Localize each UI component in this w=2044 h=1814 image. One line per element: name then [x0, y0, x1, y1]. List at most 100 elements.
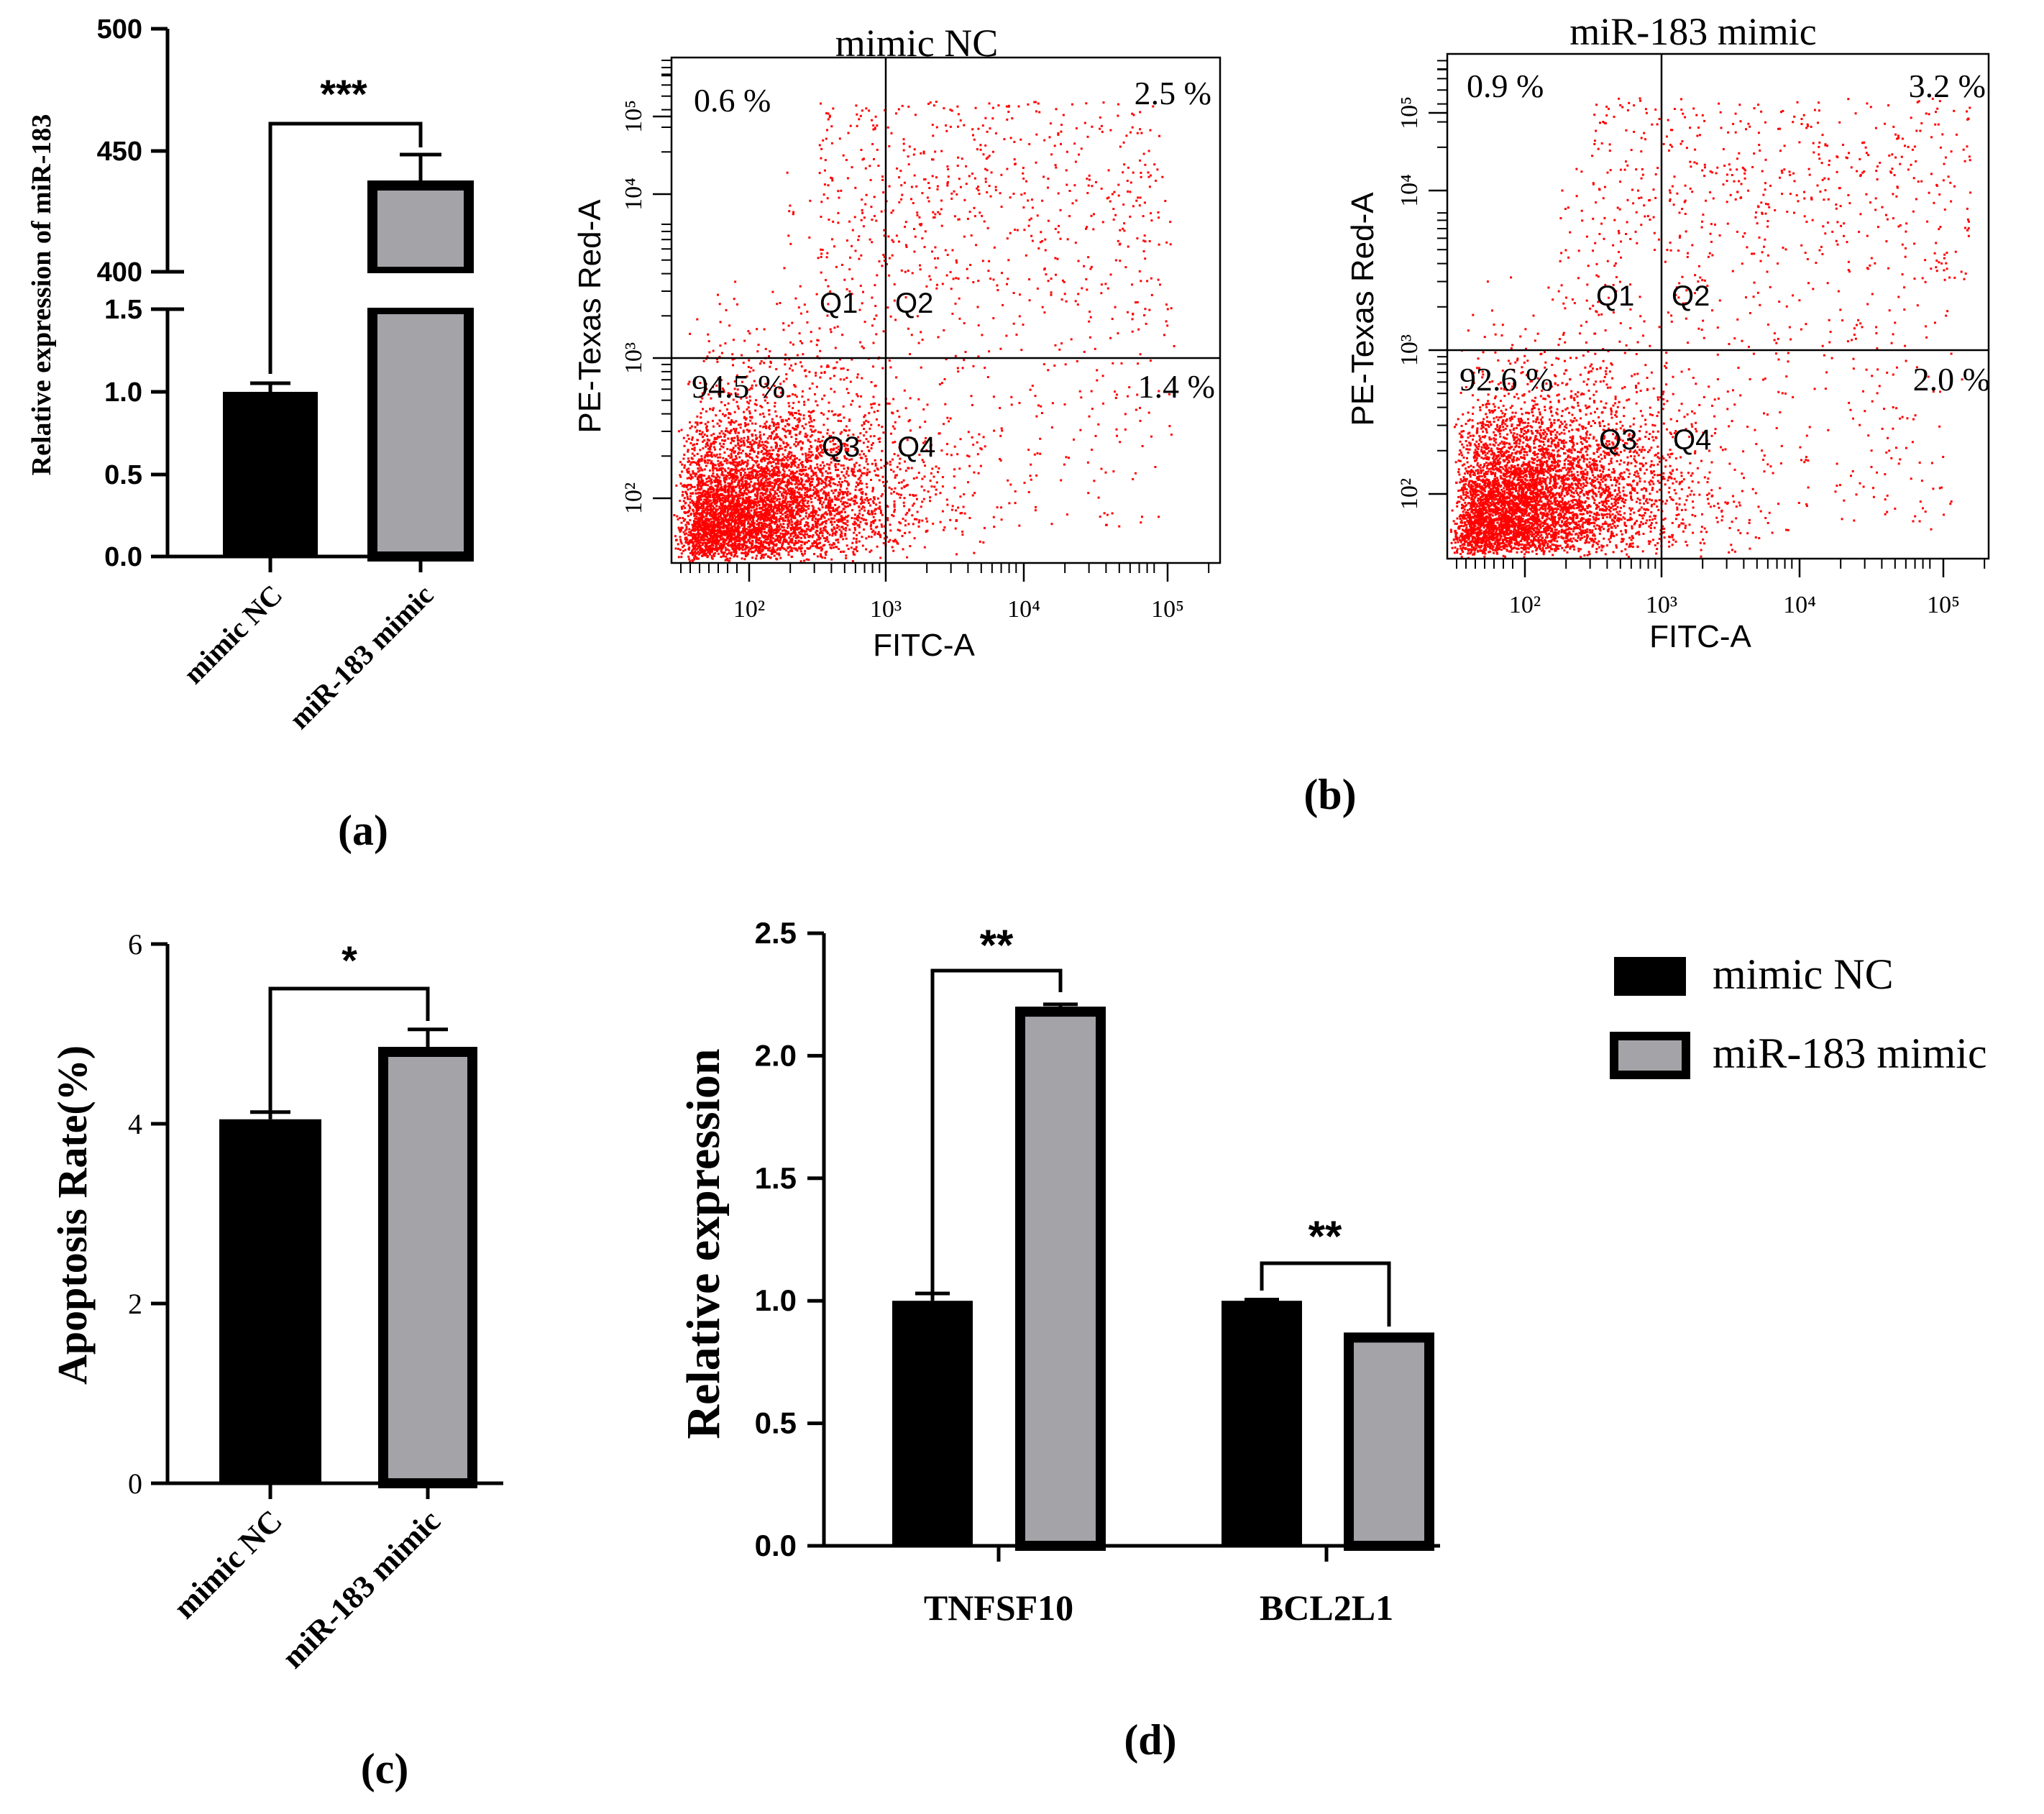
flow-1-x-ticks: 10² 10³ 10⁴ 10⁵ [680, 563, 1210, 623]
panel-a-bar-chart: 500 450 400 1.5 1.0 0.5 0.0 Relative exp… [27, 14, 475, 854]
flow-1-dots [673, 101, 1175, 564]
flow-1-q2-label: Q2 [895, 288, 933, 319]
flow-2-q1-percent: 0.9 % [1467, 68, 1544, 104]
a-bar-mimic-nc [223, 392, 318, 556]
d-tick-label-3: 1.5 [755, 1161, 797, 1195]
a-significance-bracket [268, 122, 423, 374]
d-y-ticks: 0.0 0.5 1.0 1.5 2.0 2.5 [755, 916, 824, 1562]
d-bars [892, 1002, 1434, 1551]
c-category-mir183-mimic: miR-183 mimic [275, 1503, 447, 1675]
flow-2-x-tick-label-0: 10² [1509, 592, 1541, 618]
a-bar-break-gap [367, 273, 475, 308]
a-significance-label: *** [320, 71, 367, 116]
d-y-axis-label: Relative expression [677, 1048, 730, 1439]
flow-1-q4-percent: 1.4 % [1138, 368, 1215, 405]
c-significance-bracket [268, 986, 430, 1111]
a-tick-1.5: 1.5 [104, 295, 142, 325]
a-y-axis-label: Relative expression of miR-183 [27, 114, 57, 476]
flow-1-x-tick-label-1: 10³ [870, 596, 902, 623]
d-significance-tnfsf10: ** [980, 921, 1014, 969]
c-bar-mir183-mimic [378, 1047, 477, 1488]
a-category-mir183-mimic: miR-183 mimic [283, 579, 439, 736]
flow-2-y-tick-label-1: 10³ [1396, 334, 1423, 366]
c-tick-0: 0 [128, 1467, 142, 1500]
d-bar-bcl2l1-series-1 [1344, 1332, 1434, 1551]
flow-2-x-label: FITC-A [1649, 619, 1751, 654]
d-significance-bracket-tnfsf10 [930, 968, 1063, 1294]
a-tick-450: 450 [97, 137, 142, 167]
a-bar-mir183-mimic-upper [367, 180, 474, 277]
c-bar-mimic-nc [219, 1119, 321, 1483]
flow-plot-mimic-nc: 10² 10³ 10⁴ 10⁵ 10² 10³ 10⁴ 10⁵ mimic NC 0.6 %… [572, 22, 1222, 663]
flow-2-y-tick-label-0: 10² [1396, 478, 1423, 510]
legend-label-mimic-nc: mimic NC [1713, 950, 1894, 998]
c-tick-6: 6 [128, 928, 142, 961]
flow-2-q2-label: Q2 [1672, 280, 1710, 312]
c-significance-label: * [342, 938, 357, 983]
d-category-bcl2l1: BCL2L1 [1260, 1588, 1393, 1628]
flow-1-q1-label: Q1 [820, 288, 858, 319]
flow-1-y-tick-label-2: 10⁴ [620, 178, 647, 211]
flow-2-title: miR-183 mimic [1569, 10, 1817, 53]
flow-1-y-label: PE-Texas Red-A [572, 199, 608, 434]
flow-2-q4-percent: 2.0 % [1913, 361, 1990, 398]
flow-1-q2-percent: 2.5 % [1135, 75, 1211, 111]
a-bar-mir183-mimic-lower [367, 304, 474, 562]
flow-2-y-label: PE-Texas Red-A [1345, 192, 1380, 426]
flow-1-x-label: FITC-A [873, 628, 975, 663]
a-tick-500: 500 [97, 14, 142, 45]
c-tick-4: 4 [128, 1108, 142, 1140]
flow-1-x-tick-label-0: 10² [733, 596, 765, 623]
flow-1-q3-percent: 94.5 % [692, 368, 785, 405]
a-tick-0.0: 0.0 [104, 542, 142, 572]
a-category-mimic-nc: mimic NC [177, 579, 288, 690]
flow-2-x-tick-label-1: 10³ [1646, 592, 1677, 618]
c-tick-2: 2 [128, 1288, 142, 1320]
panel-a-label: (a) [338, 807, 388, 854]
flow-2-x-tick-label-3: 10⁵ [1927, 592, 1960, 618]
flow-1-x-tick-label-2: 10⁴ [1007, 596, 1040, 623]
a-tick-1.0: 1.0 [104, 377, 142, 408]
d-tick-label-5: 2.5 [755, 916, 797, 950]
flow-2-q1-label: Q1 [1596, 280, 1634, 312]
flow-2-x-ticks: 10² 10³ 10⁴ 10⁵ [1456, 559, 1986, 618]
flow-2-dots [1449, 97, 1972, 559]
flow-2-y-tick-label-2: 10⁴ [1396, 174, 1423, 207]
a-tick-400: 400 [97, 257, 142, 288]
flow-1-q3-label: Q3 [822, 431, 860, 463]
flow-1-q1-percent: 0.6 % [694, 82, 771, 119]
panel-b-flow-cytometry: 10² 10³ 10⁴ 10⁵ 10² 10³ 10⁴ 10⁵ mimic NC 0.6 %… [572, 10, 1990, 818]
d-tick-label-0: 0.0 [755, 1529, 797, 1562]
c-y-axis-label: Apoptosis Rate(%) [49, 1045, 96, 1385]
flow-2-x-tick-label-2: 10⁴ [1783, 592, 1816, 618]
d-significance-bcl2l1: ** [1309, 1212, 1342, 1260]
d-category-tnfsf10: TNFSF10 [924, 1588, 1073, 1628]
flow-2-q2-percent: 3.2 % [1909, 68, 1986, 104]
d-bar-tnfsf10-series-0 [892, 1301, 973, 1546]
d-significance-bracket-bcl2l1 [1260, 1261, 1391, 1327]
flow-2-q3-label: Q3 [1599, 424, 1637, 456]
a-tick-0.5: 0.5 [104, 460, 142, 490]
flow-2-y-tick-label-3: 10⁵ [1396, 96, 1423, 129]
flow-1-y-tick-label-3: 10⁵ [620, 100, 647, 133]
flow-1-x-tick-label-3: 10⁵ [1151, 596, 1184, 623]
flow-2-y-ticks: 10² 10³ 10⁴ 10⁵ [1396, 60, 1447, 510]
d-tick-label-2: 1.0 [755, 1283, 797, 1317]
d-bar-bcl2l1-series-0 [1222, 1301, 1302, 1546]
panel-d-grouped-bar-chart: 0.0 0.5 1.0 1.5 2.0 2.5 Relative expression *… [677, 916, 1987, 1764]
flow-2-q4-label: Q4 [1673, 424, 1711, 456]
legend-swatch-mimic-nc [1614, 957, 1686, 996]
c-error-bars [250, 1027, 448, 1119]
flow-2-q3-percent: 92.6 % [1459, 361, 1553, 398]
legend-label-mir183-mimic: miR-183 mimic [1713, 1030, 1987, 1077]
d-tick-label-1: 0.5 [755, 1406, 797, 1440]
flow-1-y-tick-label-0: 10² [620, 482, 647, 514]
panel-b-label: (b) [1303, 771, 1356, 818]
flow-1-y-tick-label-1: 10³ [620, 342, 647, 374]
c-category-mimic-nc: mimic NC [167, 1503, 289, 1625]
panel-c-label: (c) [361, 1745, 409, 1792]
flow-1-y-ticks: 10² 10³ 10⁴ 10⁵ [620, 59, 672, 514]
panel-d-label: (d) [1124, 1716, 1176, 1764]
